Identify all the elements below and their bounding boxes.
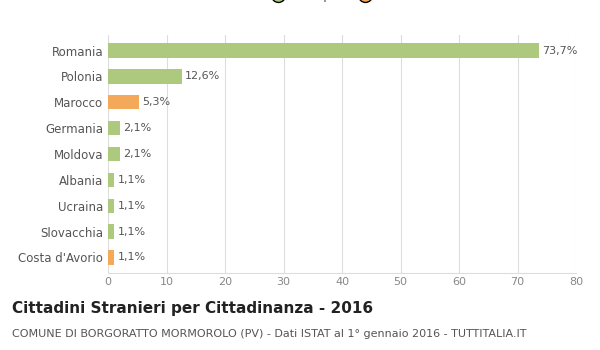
Bar [108,95,139,109]
Bar [108,250,115,265]
Legend: Europa, Africa: Europa, Africa [266,0,418,2]
Text: 2,1%: 2,1% [123,123,151,133]
Text: 73,7%: 73,7% [542,46,577,56]
Bar [108,147,120,161]
Bar [108,43,539,58]
Bar [108,69,182,84]
Bar [108,173,115,187]
Text: 1,1%: 1,1% [118,175,145,185]
Text: 2,1%: 2,1% [123,149,151,159]
Text: 1,1%: 1,1% [118,201,145,211]
Text: 1,1%: 1,1% [118,252,145,262]
Text: 5,3%: 5,3% [142,97,170,107]
Text: 12,6%: 12,6% [185,71,220,82]
Bar [108,224,115,239]
Bar [108,199,115,213]
Text: COMUNE DI BORGORATTO MORMOROLO (PV) - Dati ISTAT al 1° gennaio 2016 - TUTTITALIA: COMUNE DI BORGORATTO MORMOROLO (PV) - Da… [12,329,527,339]
Bar [108,121,120,135]
Text: Cittadini Stranieri per Cittadinanza - 2016: Cittadini Stranieri per Cittadinanza - 2… [12,301,373,316]
Text: 1,1%: 1,1% [118,226,145,237]
